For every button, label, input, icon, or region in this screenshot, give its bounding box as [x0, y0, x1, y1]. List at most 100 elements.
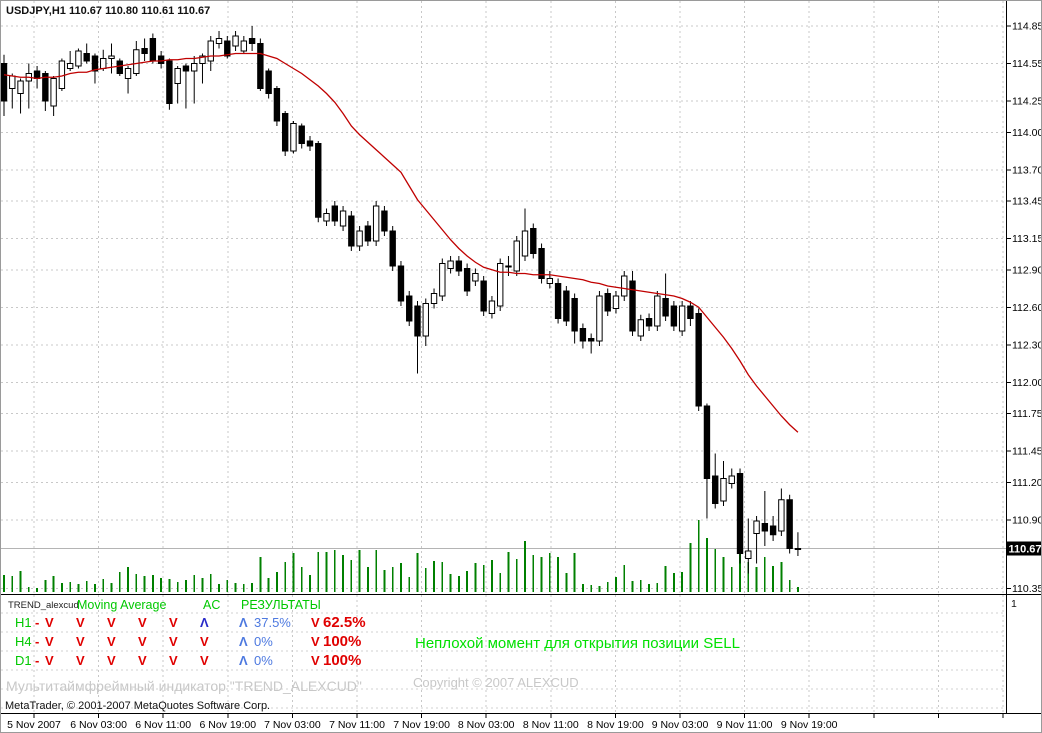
candle — [455, 256, 463, 276]
candle — [554, 278, 562, 324]
date-axis-label[interactable]: 7 Nov 19:00 — [393, 719, 450, 731]
ac-down-arrow-icon: V — [200, 634, 209, 649]
candle-body — [298, 125, 305, 144]
candle-body — [182, 65, 190, 72]
candle-body — [778, 499, 785, 532]
candle-body — [141, 48, 148, 54]
moving-average-line — [3, 52, 799, 433]
candle-body — [381, 210, 388, 232]
candle — [240, 36, 248, 54]
candle — [364, 221, 372, 246]
date-axis-label[interactable]: 8 Nov 11:00 — [523, 719, 579, 731]
date-axis-label[interactable]: 9 Nov 11:00 — [717, 719, 773, 731]
candle-body — [281, 113, 289, 152]
candle-body — [786, 499, 793, 549]
candle-body — [75, 50, 82, 67]
candle — [414, 301, 421, 374]
ma-down-arrow-icon: V — [107, 653, 116, 668]
date-axis-label[interactable]: 6 Nov 03:00 — [70, 719, 127, 731]
candle — [720, 461, 727, 506]
candle-body — [579, 328, 587, 342]
ma-down-arrow-icon: V — [138, 634, 147, 649]
result-up-percent: 0% — [254, 634, 273, 649]
result-up-percent: 37.5% — [254, 615, 291, 630]
candle-body — [348, 215, 355, 247]
candle — [199, 53, 206, 84]
candle — [587, 333, 595, 354]
candle — [463, 263, 471, 296]
candle-body — [83, 53, 90, 62]
candle-body — [621, 275, 628, 297]
candle-body — [66, 63, 74, 69]
date-axis-label[interactable]: 6 Nov 19:00 — [199, 719, 256, 731]
date-axis-label[interactable]: 5 Nov 2007 — [7, 719, 61, 731]
candle — [695, 308, 702, 411]
candle-body — [174, 68, 181, 84]
candle — [513, 236, 520, 276]
result-up-percent: 0% — [254, 653, 273, 668]
candle-body — [687, 305, 694, 319]
ma-down-arrow-icon: V — [138, 615, 147, 630]
current-price-tag — [1007, 541, 1041, 556]
candle — [315, 141, 322, 223]
result-down-arrow-icon: V — [311, 615, 320, 630]
ma-down-arrow-icon: V — [169, 615, 178, 630]
candle-body — [323, 213, 330, 222]
date-axis-label[interactable]: 6 Nov 11:00 — [135, 719, 191, 731]
candle — [306, 136, 314, 151]
candle-body — [439, 263, 446, 297]
candle — [753, 516, 760, 564]
candle-body — [306, 140, 314, 147]
candle-body — [703, 405, 711, 479]
candle-body — [108, 55, 115, 59]
candle-body — [463, 268, 471, 292]
result-up-arrow-icon: Λ — [239, 634, 248, 649]
candle — [745, 518, 752, 574]
candle — [348, 211, 355, 251]
candle-body — [50, 78, 57, 107]
candle-body — [794, 548, 802, 550]
candle — [83, 43, 90, 64]
ac-up-arrow-icon: Λ — [200, 615, 209, 630]
candle — [579, 323, 587, 349]
metatrader-credit: MetaTrader, © 2001-2007 MetaQuotes Softw… — [5, 700, 271, 712]
date-axis-label[interactable]: 8 Nov 03:00 — [458, 719, 515, 731]
candle — [563, 286, 570, 326]
candle-body — [406, 295, 413, 322]
indicator-row-h1: H1- V V V V V Λ Λ 37.5% V 62.5% — [1, 614, 421, 633]
candle — [397, 261, 405, 306]
ma-down-arrow-icon: V — [76, 615, 85, 630]
candle — [124, 66, 132, 94]
indicator-scale-label: 1 — [1011, 598, 1017, 610]
candle-body — [248, 38, 256, 44]
ma-down-arrow-icon: V — [45, 615, 54, 630]
price-axis-label: 110.90 — [1012, 514, 1042, 526]
candle — [678, 301, 686, 336]
candle-body — [42, 73, 49, 102]
candle-body — [414, 305, 421, 337]
date-axis-label[interactable]: 9 Nov 19:00 — [781, 719, 838, 731]
date-axis-label[interactable]: 9 Nov 03:00 — [652, 719, 709, 731]
candle-body — [356, 230, 363, 247]
candle — [621, 271, 628, 301]
candle — [75, 48, 82, 69]
candle — [439, 258, 446, 301]
price-axis-label: 113.15 — [1012, 233, 1042, 245]
date-axis-label[interactable]: 7 Nov 11:00 — [329, 719, 385, 731]
candle — [141, 38, 148, 61]
candle — [728, 468, 735, 489]
candle-body — [712, 475, 719, 504]
timeframe-label: H4 — [15, 634, 32, 649]
candle-body — [769, 525, 777, 536]
price-axis-label: 111.75 — [1012, 408, 1042, 420]
candle — [654, 291, 661, 331]
candle-body — [17, 80, 24, 94]
candle — [769, 516, 777, 541]
candle-body — [265, 70, 272, 94]
ma-down-arrow-icon: V — [76, 634, 85, 649]
date-axis-label[interactable]: 7 Nov 03:00 — [264, 719, 321, 731]
date-axis-label[interactable]: 8 Nov 19:00 — [587, 719, 644, 731]
candle — [497, 258, 504, 311]
candle-body — [695, 313, 702, 407]
